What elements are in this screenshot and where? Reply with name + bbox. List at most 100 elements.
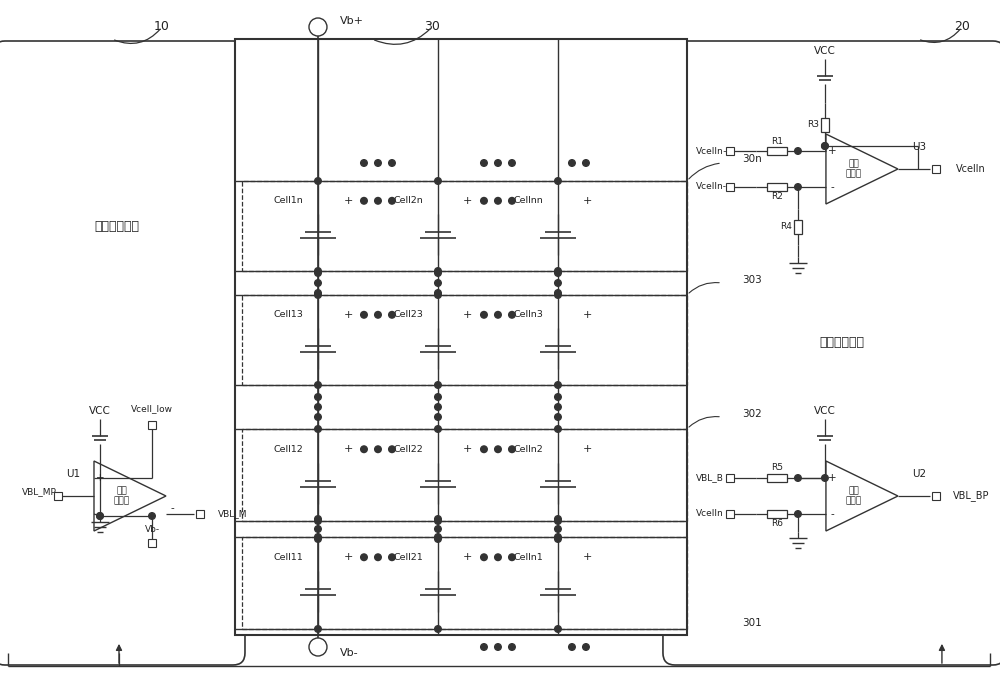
Circle shape [315,178,321,185]
Circle shape [555,413,561,420]
Text: 第一
比较器: 第一 比较器 [114,486,130,506]
Text: R3: R3 [807,120,819,129]
Circle shape [795,511,801,518]
Circle shape [315,381,321,388]
Text: +: + [583,196,593,206]
Text: Vb+: Vb+ [340,16,364,26]
Circle shape [555,280,561,286]
Circle shape [495,554,501,560]
Text: +: + [828,146,836,156]
Circle shape [375,311,381,318]
Circle shape [315,268,321,274]
Circle shape [149,513,155,520]
Circle shape [495,311,501,318]
Circle shape [435,270,441,276]
Text: R2: R2 [771,193,783,202]
Bar [148,539,156,547]
Bar [726,147,734,155]
Text: 302: 302 [742,409,762,419]
Circle shape [315,280,321,286]
Circle shape [495,160,501,166]
Circle shape [435,526,441,533]
Text: +: + [343,196,353,206]
Circle shape [555,516,561,522]
Circle shape [435,534,441,540]
Text: Celln3: Celln3 [513,311,543,319]
Text: VBL_M: VBL_M [218,509,247,518]
Bar [148,422,156,429]
Bar [726,474,734,481]
Circle shape [481,644,487,650]
Text: Cell2n: Cell2n [393,196,423,205]
Text: 20: 20 [954,20,970,33]
Text: Cell11: Cell11 [273,553,303,562]
Bar [54,492,62,500]
Text: +: + [828,473,836,483]
Text: 10: 10 [154,20,170,33]
Circle shape [375,446,381,453]
Text: -: - [830,182,834,192]
Circle shape [509,311,515,318]
Text: 30: 30 [424,20,440,33]
Circle shape [435,413,441,420]
Text: +: + [463,196,473,206]
Circle shape [435,178,441,185]
Circle shape [315,626,321,632]
Circle shape [315,291,321,298]
Text: +: + [463,310,473,320]
Circle shape [555,626,561,632]
Circle shape [315,394,321,400]
Bar [794,220,802,234]
Circle shape [309,18,327,36]
Circle shape [389,554,395,560]
Bar [726,183,734,191]
Circle shape [315,516,321,522]
Text: Vcelln: Vcelln [696,509,724,518]
Circle shape [495,197,501,204]
Circle shape [583,644,589,650]
Circle shape [361,446,367,453]
Circle shape [375,160,381,166]
Circle shape [495,446,501,453]
Circle shape [495,644,501,650]
Circle shape [361,197,367,204]
Text: Vcell_low: Vcell_low [131,405,173,413]
Circle shape [555,270,561,276]
Circle shape [795,148,801,155]
Circle shape [555,394,561,400]
Text: Vb-: Vb- [144,524,160,533]
Circle shape [555,404,561,410]
Text: 303: 303 [742,275,762,285]
Bar [196,510,204,518]
Text: +: + [96,473,104,483]
Circle shape [315,413,321,420]
Circle shape [435,289,441,296]
Text: 第二
比较器: 第二 比较器 [846,486,862,506]
Circle shape [509,644,515,650]
Text: -: - [171,503,175,513]
Circle shape [509,197,515,204]
Circle shape [555,536,561,542]
Circle shape [555,426,561,432]
Circle shape [555,518,561,524]
Circle shape [555,381,561,388]
Circle shape [569,644,575,650]
Text: +: + [583,444,593,454]
Circle shape [435,394,441,400]
Circle shape [583,160,589,166]
Circle shape [435,426,441,432]
Text: Cell12: Cell12 [273,445,303,454]
Text: -: - [830,509,834,519]
Circle shape [481,197,487,204]
Circle shape [435,280,441,286]
Text: 301: 301 [742,618,762,628]
Text: Cell13: Cell13 [273,311,303,319]
Circle shape [361,311,367,318]
Text: +: + [343,310,353,320]
Text: R4: R4 [780,223,792,232]
Circle shape [435,536,441,542]
Circle shape [435,404,441,410]
Circle shape [389,197,395,204]
Text: Cell21: Cell21 [393,553,423,562]
Circle shape [361,160,367,166]
